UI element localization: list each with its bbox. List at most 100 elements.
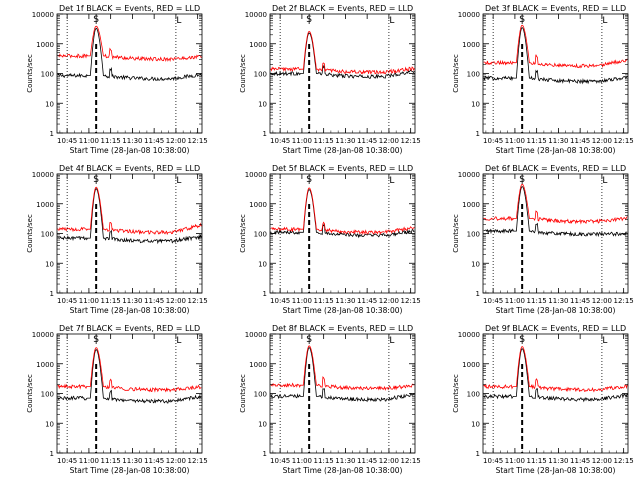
detector-panel: Det 6f BLACK = Events, RED = LLDSL110100… (452, 164, 634, 315)
x-tick-label: 12:00 (166, 457, 186, 465)
events-series-line (270, 347, 415, 403)
x-tick-label: 10:45 (57, 457, 77, 465)
events-series-line (57, 27, 202, 82)
x-tick-label: 10:45 (483, 457, 503, 465)
plot-frame (56, 13, 203, 134)
x-tick-label: 12:00 (379, 457, 399, 465)
x-tick-label: 11:30 (335, 297, 355, 305)
x-tick-label: 12:15 (614, 137, 634, 145)
detector-panel: Det 1f BLACK = Events, RED = LLDSL110100… (26, 4, 208, 155)
y-tick-label: 100 (41, 391, 54, 399)
x-tick-label: 11:45 (570, 297, 590, 305)
x-tick-label: 11:00 (505, 137, 525, 145)
x-axis-label: Start Time (28-Jan-08 10:38:00) (496, 466, 616, 475)
y-axis-label: Counts/sec (239, 374, 247, 413)
lld-series-line (270, 345, 415, 391)
x-tick-label: 10:45 (483, 297, 503, 305)
x-tick-label: 10:45 (57, 137, 77, 145)
lld-series-line (57, 25, 202, 63)
x-tick-label: 11:30 (548, 137, 568, 145)
x-axis-label: Start Time (28-Jan-08 10:38:00) (496, 146, 616, 155)
x-tick-label: 12:15 (401, 457, 421, 465)
x-tick-label: 11:15 (314, 297, 334, 305)
y-tick-label: 10 (471, 100, 480, 108)
y-tick-label: 1 (50, 450, 54, 458)
y-tick-label: 10 (258, 260, 267, 268)
y-tick-label: 10 (45, 100, 54, 108)
x-axis-label: Start Time (28-Jan-08 10:38:00) (283, 146, 403, 155)
chart-title: Det 3f BLACK = Events, RED = LLD (485, 4, 626, 13)
y-axis-label: Counts/sec (26, 54, 34, 93)
y-tick-label: 100 (41, 231, 54, 239)
x-tick-label: 12:00 (379, 297, 399, 305)
x-tick-label: 12:15 (188, 297, 208, 305)
chart-title: Det 7f BLACK = Events, RED = LLD (59, 324, 200, 333)
plot-frame (482, 333, 629, 454)
x-tick-label: 11:30 (335, 137, 355, 145)
x-tick-label: 12:00 (166, 297, 186, 305)
x-axis-label: Start Time (28-Jan-08 10:38:00) (70, 146, 190, 155)
x-tick-label: 11:15 (101, 297, 121, 305)
y-tick-label: 1 (50, 290, 54, 298)
lld-series-line (483, 24, 628, 69)
x-tick-label: 12:00 (379, 137, 399, 145)
y-tick-label: 10 (258, 420, 267, 428)
detector-panel: Det 9f BLACK = Events, RED = LLDSL110100… (452, 324, 634, 475)
x-tick-label: 11:15 (314, 457, 334, 465)
x-tick-label: 11:45 (144, 457, 164, 465)
events-series-line (57, 349, 202, 404)
x-tick-label: 11:30 (122, 297, 142, 305)
y-tick-label: 10000 (32, 171, 54, 179)
y-axis-label: Counts/sec (239, 54, 247, 93)
lld-series-line (270, 30, 415, 75)
chart-title: Det 1f BLACK = Events, RED = LLD (59, 4, 200, 13)
y-tick-label: 1000 (36, 361, 54, 369)
y-tick-label: 100 (467, 71, 480, 79)
y-tick-label: 1 (50, 130, 54, 138)
x-tick-label: 10:45 (57, 297, 77, 305)
x-tick-label: 10:45 (270, 137, 290, 145)
plot-frame (482, 13, 629, 134)
x-axis-label: Start Time (28-Jan-08 10:38:00) (283, 306, 403, 315)
y-tick-label: 1000 (462, 41, 480, 49)
y-tick-label: 1 (476, 450, 480, 458)
x-tick-label: 12:00 (592, 137, 612, 145)
x-tick-label: 12:15 (188, 137, 208, 145)
events-series-line (270, 189, 415, 239)
y-tick-label: 100 (41, 71, 54, 79)
chart-title: Det 5f BLACK = Events, RED = LLD (272, 164, 413, 173)
y-tick-label: 10000 (245, 331, 267, 339)
y-tick-label: 1 (263, 290, 267, 298)
y-tick-label: 1000 (249, 361, 267, 369)
x-tick-label: 11:15 (101, 137, 121, 145)
y-tick-label: 100 (254, 231, 267, 239)
lld-series-line (483, 345, 628, 393)
y-tick-label: 100 (467, 231, 480, 239)
y-tick-label: 1 (476, 290, 480, 298)
y-tick-label: 10000 (458, 11, 480, 19)
x-tick-label: 12:15 (401, 137, 421, 145)
x-axis-label: Start Time (28-Jan-08 10:38:00) (70, 306, 190, 315)
y-axis-label: Counts/sec (452, 374, 460, 413)
x-tick-label: 11:00 (79, 137, 99, 145)
x-tick-label: 10:45 (270, 457, 290, 465)
x-tick-label: 11:00 (292, 457, 312, 465)
y-tick-label: 10 (471, 420, 480, 428)
y-axis-label: Counts/sec (452, 214, 460, 253)
detector-panel: Det 5f BLACK = Events, RED = LLDSL110100… (239, 164, 421, 315)
detector-panel: Det 8f BLACK = Events, RED = LLDSL110100… (239, 324, 421, 475)
x-tick-label: 12:15 (401, 297, 421, 305)
x-tick-label: 11:00 (292, 137, 312, 145)
y-tick-label: 100 (467, 391, 480, 399)
y-tick-label: 100 (254, 71, 267, 79)
x-tick-label: 12:15 (614, 297, 634, 305)
x-tick-label: 11:00 (505, 297, 525, 305)
y-tick-label: 10 (45, 420, 54, 428)
lld-series-line (57, 186, 202, 236)
chart-title: Det 9f BLACK = Events, RED = LLD (485, 324, 626, 333)
x-tick-label: 12:00 (592, 297, 612, 305)
y-tick-label: 1000 (36, 201, 54, 209)
events-series-line (483, 348, 628, 403)
plot-frame (482, 173, 629, 294)
